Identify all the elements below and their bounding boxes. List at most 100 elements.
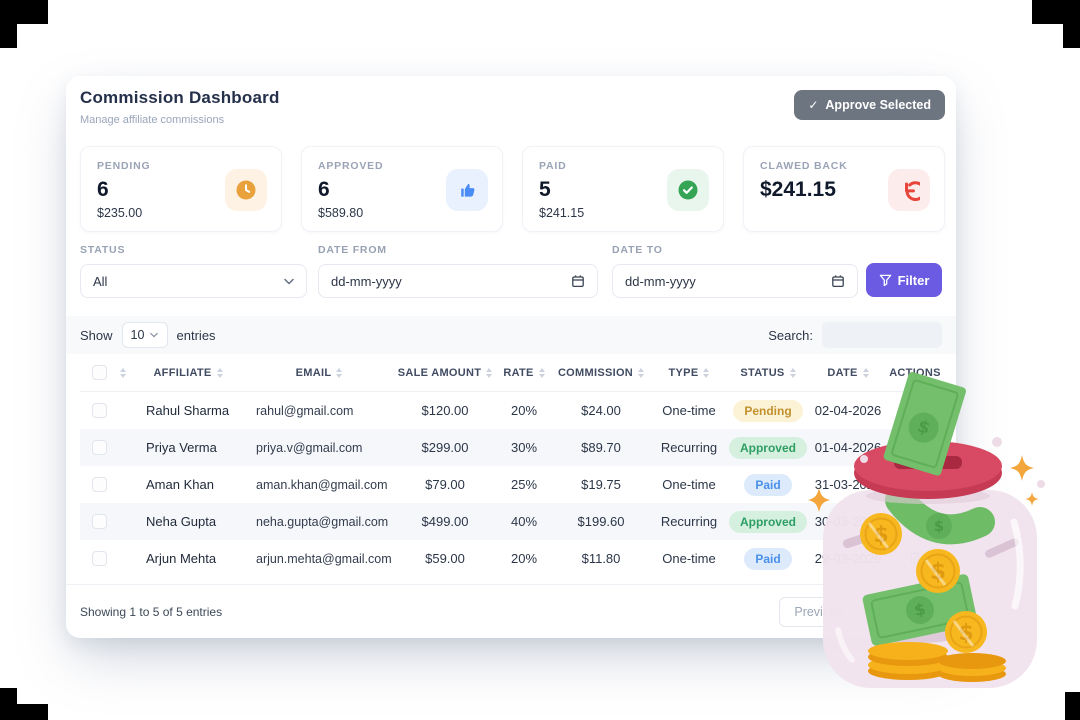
approve-button-label: Approve Selected <box>825 98 931 112</box>
sale-amount: $299.00 <box>421 440 469 455</box>
date-from-value: dd-mm-yyyy <box>331 273 402 289</box>
table-row: Priya Verma priya.v@gmail.com $299.00 30… <box>80 429 942 466</box>
svg-text:$: $ <box>912 599 927 620</box>
affiliate-email: rahul@gmail.com <box>256 403 354 418</box>
commission-dashboard-card: Commission Dashboard Manage affiliate co… <box>66 76 956 638</box>
column-header-email[interactable]: EMAIL <box>244 367 394 379</box>
stat-amount: $589.80 <box>318 206 364 220</box>
corner-mark-top-left <box>0 0 48 24</box>
column-header-sale-amount[interactable]: SALE AMOUNT <box>394 367 496 379</box>
rate: 20% <box>510 403 538 418</box>
chevron-down-icon <box>284 278 294 285</box>
row-checkbox[interactable] <box>92 440 107 455</box>
stat-value: $241.15 <box>760 178 836 201</box>
table-header: AFFILIATE EMAIL SALE AMOUNT RATE COMMISS… <box>80 354 942 392</box>
filters-row: STATUS All DATE FROM dd-mm-yyyy DATE TO … <box>80 244 945 306</box>
svg-text:$: $ <box>915 416 932 439</box>
date-from-input[interactable]: dd-mm-yyyy <box>318 264 598 298</box>
date: 01-04-2026 <box>814 440 882 455</box>
affiliate-name: Aman Khan <box>146 477 214 492</box>
sale-amount: $79.00 <box>425 477 465 492</box>
affiliate-name: Priya Verma <box>146 440 217 455</box>
corner-mark-bottom-left <box>0 704 48 720</box>
rate: 40% <box>510 514 538 529</box>
affiliate-email: priya.v@gmail.com <box>256 440 363 455</box>
commission: $24.00 <box>581 403 621 418</box>
page-title: Commission Dashboard <box>80 88 280 107</box>
stat-label: CLAWED BACK <box>760 160 848 172</box>
column-header-date[interactable]: DATE <box>808 367 888 379</box>
sort-icon <box>336 367 343 378</box>
stat-card-approved: APPROVED 6 $589.80 <box>301 146 503 232</box>
corner-mark-bottom-left-step <box>0 688 17 704</box>
svg-text:$: $ <box>934 517 944 535</box>
stat-value: 5 <box>539 178 551 201</box>
coin: $ <box>945 611 987 653</box>
sort-icon[interactable] <box>114 367 132 378</box>
row-checkbox[interactable] <box>92 514 107 529</box>
rate: 30% <box>510 440 538 455</box>
column-header-commission[interactable]: COMMISSION <box>552 367 650 379</box>
column-header-affiliate[interactable]: AFFILIATE <box>132 367 244 379</box>
funnel-icon <box>879 274 891 286</box>
sort-icon <box>703 367 710 378</box>
commission: $89.70 <box>581 440 621 455</box>
date-to-label: DATE TO <box>612 244 663 256</box>
status-select-value: All <box>93 273 108 289</box>
corner-mark-bottom-right <box>1065 692 1080 720</box>
stat-amount: $235.00 <box>97 206 143 220</box>
status-select[interactable]: All <box>80 264 307 298</box>
row-checkbox[interactable] <box>92 403 107 418</box>
affiliate-name: Arjun Mehta <box>146 551 217 566</box>
search-input[interactable] <box>822 322 942 348</box>
commission: $199.60 <box>577 514 625 529</box>
row-checkbox[interactable] <box>92 551 107 566</box>
table-body: Rahul Sharma rahul@gmail.com $120.00 20%… <box>80 392 942 577</box>
calendar-icon <box>832 275 844 288</box>
page-size-select[interactable]: 10 <box>121 322 168 348</box>
affiliate-email: neha.gupta@gmail.com <box>256 514 389 529</box>
approve-selected-button[interactable]: ✓ Approve Selected <box>794 90 945 120</box>
date: 02-04-2026 <box>814 403 882 418</box>
date-to-input[interactable]: dd-mm-yyyy <box>612 264 858 298</box>
sort-icon <box>638 367 645 378</box>
column-header-type[interactable]: TYPE <box>650 367 728 379</box>
search-label: Search: <box>768 327 813 343</box>
check-circle-icon <box>667 169 709 211</box>
status-filter-label: STATUS <box>80 244 126 256</box>
date-to-value: dd-mm-yyyy <box>625 273 696 289</box>
sort-icon <box>216 367 223 378</box>
money-jar-illustration: $ $ $ $ $ <box>808 372 1045 688</box>
type: Recurring <box>660 514 718 529</box>
stat-label: PENDING <box>97 160 151 172</box>
corner-mark-top-right-step <box>1063 24 1080 48</box>
page-subtitle: Manage affiliate commissions <box>80 114 225 126</box>
stat-card-pending: PENDING 6 $235.00 <box>80 146 282 232</box>
clock-icon <box>225 169 267 211</box>
sort-icon <box>538 367 545 378</box>
sparkle-icon <box>1010 455 1034 481</box>
corner-mark-top-right <box>1032 0 1080 24</box>
page-size-value: 10 <box>130 328 145 342</box>
row-checkbox[interactable] <box>92 477 107 492</box>
affiliate-name: Neha Gupta <box>146 514 217 529</box>
status-badge: Paid <box>744 473 792 496</box>
type: One-time <box>662 551 716 566</box>
filter-button[interactable]: Filter <box>866 263 942 297</box>
column-header-actions: ACTIONS <box>889 366 941 379</box>
status-badge: Pending <box>733 399 803 422</box>
card-header: Commission Dashboard Manage affiliate co… <box>80 88 945 138</box>
select-all-checkbox[interactable] <box>92 365 107 380</box>
stat-label: PAID <box>539 160 567 172</box>
rate: 25% <box>510 477 538 492</box>
calendar-icon <box>572 275 584 288</box>
corner-mark-top-left-step <box>0 24 17 48</box>
column-header-rate[interactable]: RATE <box>496 367 552 379</box>
show-label: Show <box>80 327 113 343</box>
column-header-status[interactable]: STATUS <box>728 367 808 379</box>
show-entries-group: Show 10 entries <box>80 322 216 348</box>
sale-amount: $499.00 <box>421 514 469 529</box>
sort-icon <box>789 367 796 378</box>
commission: $11.80 <box>581 551 621 566</box>
